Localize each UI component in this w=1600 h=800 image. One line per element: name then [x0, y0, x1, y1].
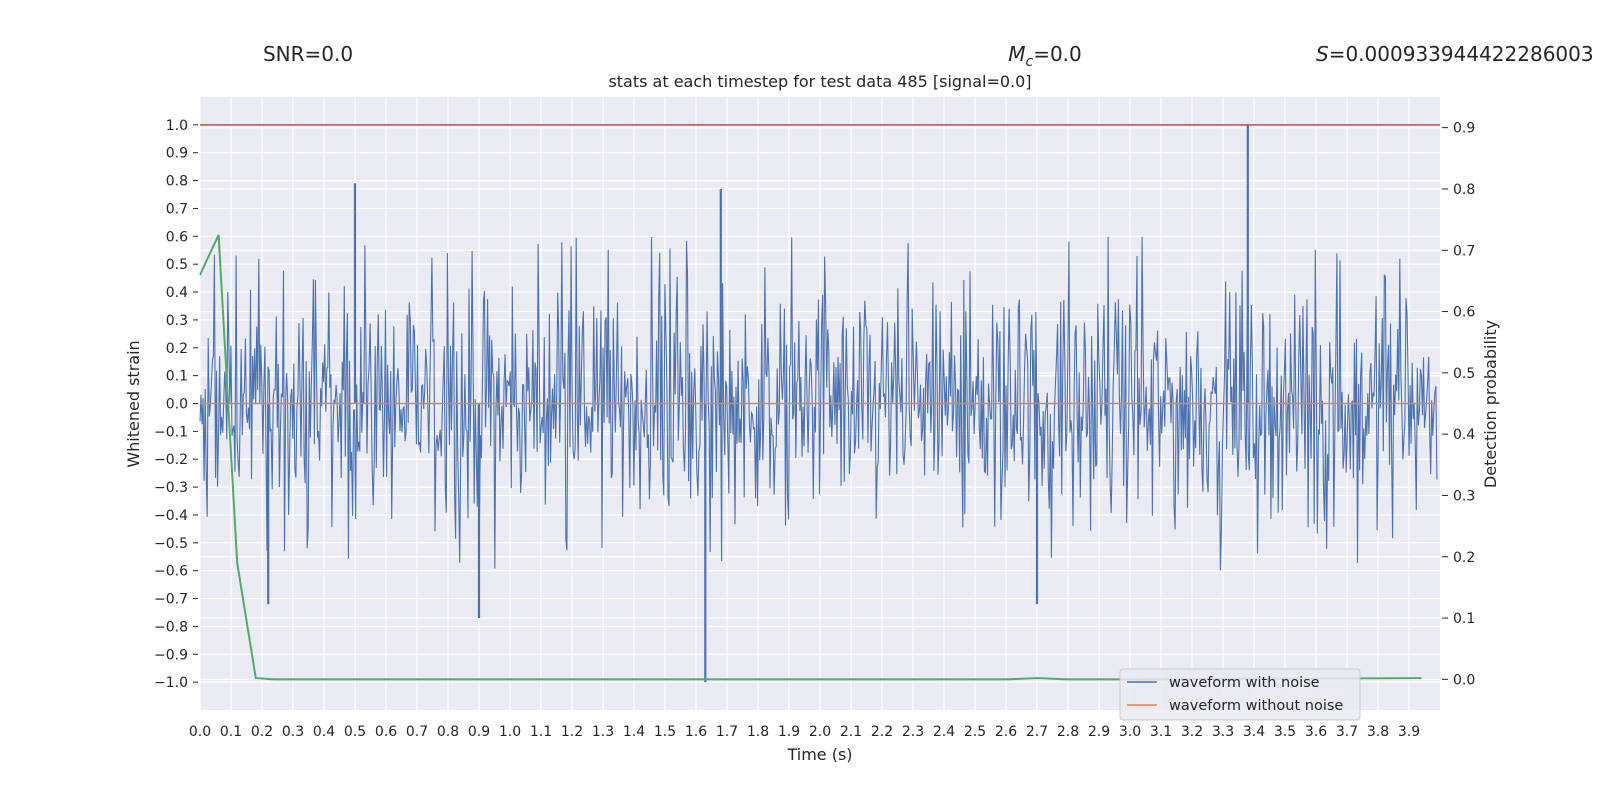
y-right-tick-label: 0.0 [1453, 672, 1475, 688]
x-tick-label: 0.3 [282, 724, 304, 740]
y-left-tick-label: 0.9 [166, 146, 188, 162]
x-tick-label: 2.5 [964, 724, 986, 740]
x-tick-label: 3.1 [1150, 724, 1172, 740]
x-tick-label: 3.3 [1212, 724, 1234, 740]
snr-label: SNR=0.0 [263, 42, 353, 66]
y-left-tick-label: 0.7 [166, 201, 188, 217]
y-left-tick-label: 0.3 [166, 313, 188, 329]
x-tick-label: 1.5 [654, 724, 676, 740]
x-tick-label: 1.4 [623, 724, 645, 740]
x-tick-label: 2.8 [1057, 724, 1079, 740]
x-tick-label: 3.6 [1305, 724, 1327, 740]
legend-box [1119, 668, 1361, 721]
y-right-tick-label: 0.3 [1453, 488, 1475, 504]
chart-title: stats at each timestep for test data 485… [608, 72, 1031, 91]
y-left-tick-label: 0.8 [166, 174, 188, 190]
x-tick-label: 2.3 [902, 724, 924, 740]
x-tick-label: 1.2 [561, 724, 583, 740]
y-left-tick-label: 0.0 [166, 397, 188, 413]
x-tick-label: 1.9 [778, 724, 800, 740]
x-tick-label: 0.0 [189, 724, 211, 740]
y-left-tick-label: −0.4 [154, 508, 188, 524]
series-detection-probability [199, 234, 1422, 681]
x-tick-label: 2.9 [1088, 724, 1110, 740]
y-right-tick-label: 0.1 [1453, 611, 1475, 627]
legend-label-clean: waveform without noise [1169, 698, 1343, 714]
series-waveform-with-noise [199, 236, 1438, 571]
y-right-tick-label: 0.5 [1453, 366, 1475, 382]
x-tick-label: 3.5 [1274, 724, 1296, 740]
x-tick-label: 1.8 [747, 724, 769, 740]
x-tick-label: 3.9 [1398, 724, 1420, 740]
x-tick-label: 2.6 [995, 724, 1017, 740]
mc-label: Mc=0.0 [1008, 42, 1082, 70]
y-left-tick-label: −1.0 [154, 675, 188, 691]
x-tick-label: 0.1 [220, 724, 242, 740]
y-left-tick-label: −0.7 [154, 592, 188, 608]
y-left-tick-label: 0.1 [166, 369, 188, 385]
y-right-tick-label: 0.9 [1453, 121, 1475, 137]
y-right-tick-label: 0.7 [1453, 243, 1475, 259]
x-tick-label: 2.2 [871, 724, 893, 740]
x-tick-label: 0.4 [313, 724, 335, 740]
y-left-tick-label: 0.2 [166, 341, 188, 357]
noise-peaks [267, 124, 1249, 683]
y-right-tick-label: 0.4 [1453, 427, 1475, 443]
y-left-tick-label: −0.6 [154, 564, 188, 580]
x-tick-label: 2.4 [933, 724, 955, 740]
y-left-tick-label: 1.0 [166, 118, 188, 134]
legend: waveform with noise waveform without noi… [1119, 668, 1361, 721]
x-tick-label: 1.6 [685, 724, 707, 740]
x-tick-label: 3.8 [1367, 724, 1389, 740]
x-tick-label: 1.0 [499, 724, 521, 740]
y-left-tick-label: −0.1 [154, 424, 188, 440]
legend-label-noise: waveform with noise [1169, 675, 1320, 691]
x-tick-label: 0.5 [344, 724, 366, 740]
x-tick-label: 1.3 [592, 724, 614, 740]
y-axis-left-label: Whitened strain [124, 340, 143, 467]
x-tick-label: 0.2 [251, 724, 273, 740]
x-tick-label: 0.7 [406, 724, 428, 740]
y-left-tick-label: −0.2 [154, 452, 188, 468]
y-left-tick-label: −0.9 [154, 647, 188, 663]
x-tick-label: 1.1 [530, 724, 552, 740]
s-label: S=0.000933944422286003 [1316, 42, 1594, 66]
x-tick-label: 2.7 [1026, 724, 1048, 740]
y-left-tick-label: −0.5 [154, 536, 188, 552]
y-left-tick-label: 0.4 [166, 285, 188, 301]
x-axis-label: Time (s) [786, 745, 852, 764]
y-left-tick-label: −0.8 [154, 619, 188, 635]
x-tick-label: 2.0 [809, 724, 831, 740]
x-tick-label: 3.0 [1119, 724, 1141, 740]
x-tick-label: 2.1 [840, 724, 862, 740]
y-axis-right-label: Detection probability [1481, 320, 1500, 488]
x-tick-label: 0.9 [468, 724, 490, 740]
x-tick-label: 3.2 [1181, 724, 1203, 740]
y-right-tick-label: 0.8 [1453, 182, 1475, 198]
y-left-tick-label: 0.6 [166, 229, 188, 245]
x-tick-label: 0.6 [375, 724, 397, 740]
x-tick-label: 3.4 [1243, 724, 1265, 740]
tick-labels: 0.0 0.1 0.2 0.3 0.4 0.5 0.6 0.7 0.8 0.9 1.0 1.1 1.2 1… [154, 118, 1475, 740]
y-right-tick-label: 0.2 [1453, 550, 1475, 566]
x-tick-label: 0.8 [437, 724, 459, 740]
y-right-tick-label: 0.6 [1453, 305, 1475, 321]
y-left-tick-label: 0.5 [166, 257, 188, 273]
x-tick-label: 1.7 [716, 724, 738, 740]
x-tick-label: 3.7 [1336, 724, 1358, 740]
y-left-tick-label: −0.3 [154, 480, 188, 496]
